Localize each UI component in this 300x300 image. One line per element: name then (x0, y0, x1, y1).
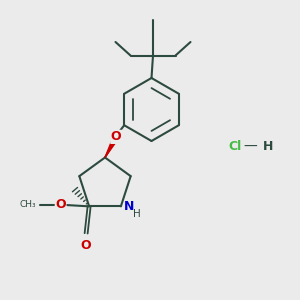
Text: CH₃: CH₃ (20, 200, 36, 209)
Text: Cl: Cl (228, 140, 241, 154)
Text: H: H (134, 209, 141, 219)
Text: N: N (124, 200, 134, 213)
Text: H: H (262, 140, 273, 154)
Text: O: O (55, 198, 66, 211)
Polygon shape (105, 139, 117, 158)
Text: —: — (244, 140, 257, 154)
Text: O: O (111, 130, 122, 143)
Text: O: O (81, 239, 92, 252)
